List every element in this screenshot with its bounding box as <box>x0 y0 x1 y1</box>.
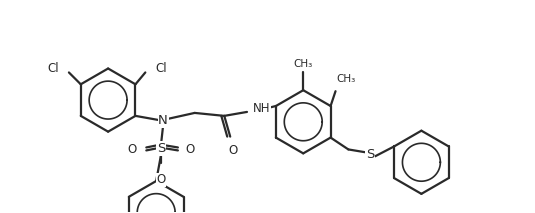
Text: O: O <box>186 143 195 156</box>
Text: O: O <box>127 143 136 156</box>
Text: Cl: Cl <box>155 62 167 75</box>
Text: O: O <box>157 173 166 186</box>
Text: NH: NH <box>253 102 270 115</box>
Text: N: N <box>158 114 168 127</box>
Text: Cl: Cl <box>48 62 59 75</box>
Text: O: O <box>228 144 238 157</box>
Text: S: S <box>366 148 374 161</box>
Text: CH₃: CH₃ <box>337 74 356 84</box>
Text: S: S <box>157 142 165 155</box>
Text: CH₃: CH₃ <box>294 59 313 69</box>
